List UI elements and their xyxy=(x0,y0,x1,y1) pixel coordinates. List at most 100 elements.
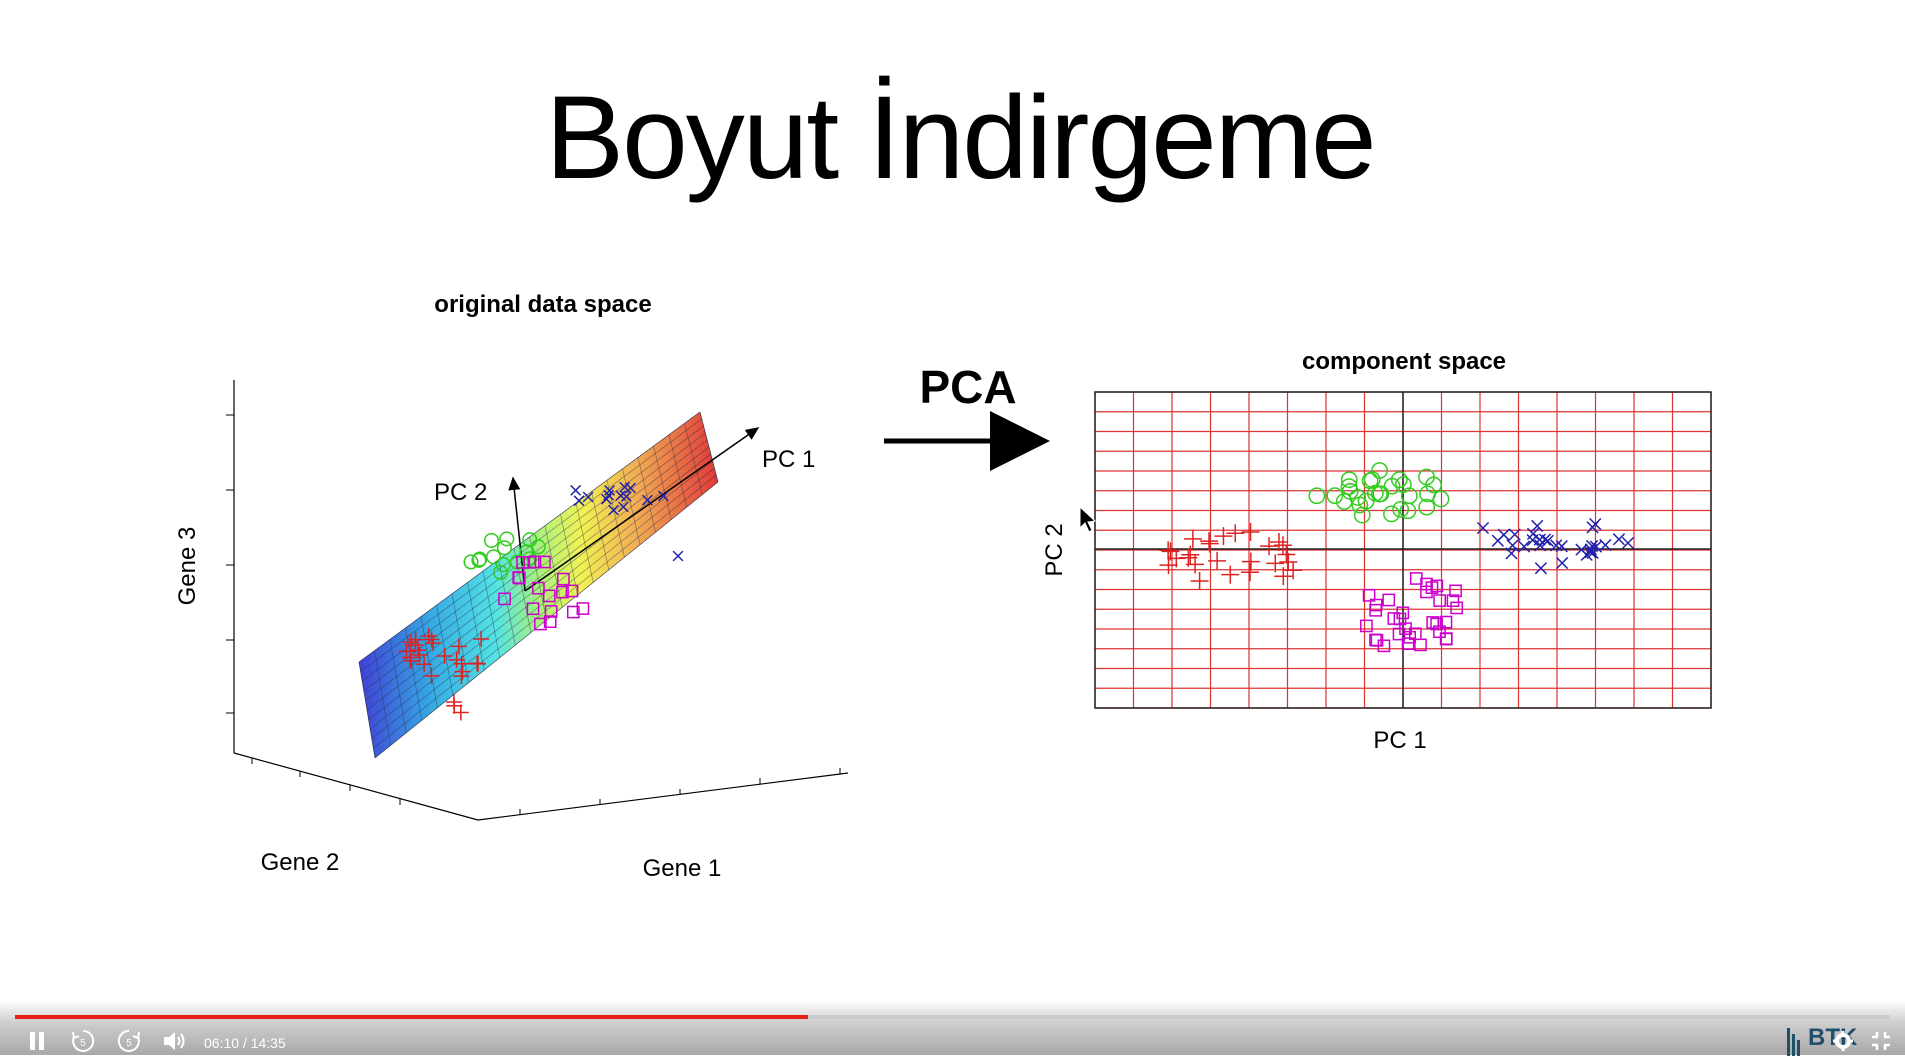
data-point xyxy=(657,490,669,502)
forward-5-icon: 5 xyxy=(117,1029,140,1052)
data-point xyxy=(1506,539,1519,552)
pca-label: PCA xyxy=(919,361,1016,413)
data-point xyxy=(1392,500,1410,518)
volume-button[interactable] xyxy=(162,1028,188,1054)
data-point xyxy=(402,634,419,651)
data-point xyxy=(1409,572,1423,585)
data-point xyxy=(582,491,594,503)
data-point xyxy=(1269,532,1288,551)
progress-bar[interactable] xyxy=(15,1015,1890,1019)
data-point xyxy=(1401,637,1415,651)
axis-ticks xyxy=(226,414,841,815)
data-point xyxy=(573,495,585,507)
data-point xyxy=(557,572,570,586)
data-point xyxy=(528,555,542,569)
left-pc2-label: PC 2 xyxy=(434,479,487,506)
data-point xyxy=(1279,552,1298,571)
data-point xyxy=(1241,563,1260,582)
data-point xyxy=(454,663,471,680)
data-point xyxy=(1183,529,1202,548)
data-point xyxy=(1439,632,1453,646)
right-plot-points xyxy=(1159,462,1635,653)
video-controls: 5 5 06:10 / 14:35 BTK xyxy=(0,1000,1905,1056)
data-point xyxy=(499,531,515,547)
settings-button[interactable] xyxy=(1830,1028,1856,1054)
data-point xyxy=(1326,487,1344,505)
data-point xyxy=(463,554,479,570)
data-point xyxy=(453,668,470,685)
data-point xyxy=(1362,588,1376,602)
data-point xyxy=(1586,546,1599,560)
data-point xyxy=(1387,612,1401,625)
data-point xyxy=(1430,579,1444,593)
data-point xyxy=(1432,490,1450,508)
data-point xyxy=(1433,594,1447,607)
data-point xyxy=(538,555,551,569)
right-plot: component space PC 1 PC 2 xyxy=(1041,348,1712,754)
data-point xyxy=(1226,524,1245,543)
data-point xyxy=(601,493,612,505)
data-point xyxy=(1491,534,1504,547)
slide: Boyut İndirgeme original data space xyxy=(174,72,1712,882)
data-point xyxy=(483,532,500,548)
exit-fullscreen-button[interactable] xyxy=(1868,1028,1894,1054)
data-point xyxy=(1556,556,1569,570)
data-point xyxy=(1425,581,1439,594)
data-point xyxy=(1426,616,1440,629)
data-point xyxy=(534,617,547,631)
data-point xyxy=(1349,489,1367,506)
pause-button[interactable] xyxy=(24,1028,50,1054)
skip-forward-button[interactable]: 5 xyxy=(116,1028,142,1054)
data-point xyxy=(1555,540,1568,553)
data-point xyxy=(1260,537,1279,556)
data-point xyxy=(1360,619,1373,633)
data-point xyxy=(544,605,558,618)
data-point xyxy=(1430,617,1443,631)
data-point xyxy=(402,652,419,669)
data-point xyxy=(473,630,490,647)
data-point xyxy=(1550,539,1563,552)
data-point xyxy=(617,501,629,513)
data-point xyxy=(1476,521,1490,535)
y-axis-line xyxy=(233,752,479,821)
data-point xyxy=(1621,536,1635,550)
left-pc1-label: PC 1 xyxy=(762,446,815,473)
data-point xyxy=(1538,533,1552,546)
data-point xyxy=(1353,506,1371,524)
data-point xyxy=(423,667,440,684)
data-point xyxy=(416,656,433,673)
data-point xyxy=(445,693,462,710)
data-point xyxy=(401,649,418,666)
left-plot: original data space Gene 2 Gene 1 Gene 3 xyxy=(174,291,849,882)
pause-icon xyxy=(30,1032,44,1050)
gene3-label: Gene 3 xyxy=(174,527,201,606)
data-point xyxy=(1371,462,1388,479)
data-point xyxy=(642,494,653,506)
pca-arrow: PCA xyxy=(884,361,1050,471)
data-point xyxy=(450,638,467,655)
svg-text:5: 5 xyxy=(126,1038,132,1049)
data-point xyxy=(496,540,512,556)
data-point xyxy=(1382,593,1396,607)
skip-back-button[interactable]: 5 xyxy=(70,1028,96,1054)
data-point xyxy=(498,592,511,606)
data-point xyxy=(1409,627,1422,641)
right-pc2-label: PC 2 xyxy=(1041,523,1068,576)
right-pc1-label: PC 1 xyxy=(1373,727,1426,754)
exit-fullscreen-icon xyxy=(1872,1032,1890,1050)
data-point xyxy=(1449,584,1462,598)
slide-figures: original data space Gene 2 Gene 1 Gene 3 xyxy=(174,291,1712,882)
data-point xyxy=(1394,476,1412,494)
data-point xyxy=(566,605,580,619)
data-point xyxy=(512,571,526,584)
data-point xyxy=(1214,527,1233,546)
data-point xyxy=(1400,487,1418,505)
data-point xyxy=(530,539,546,555)
data-point xyxy=(1533,533,1546,546)
data-point xyxy=(452,704,469,721)
data-point xyxy=(1433,625,1446,639)
data-point xyxy=(526,602,540,616)
data-point xyxy=(1277,545,1296,564)
data-point xyxy=(1357,492,1375,510)
data-point xyxy=(411,646,428,663)
